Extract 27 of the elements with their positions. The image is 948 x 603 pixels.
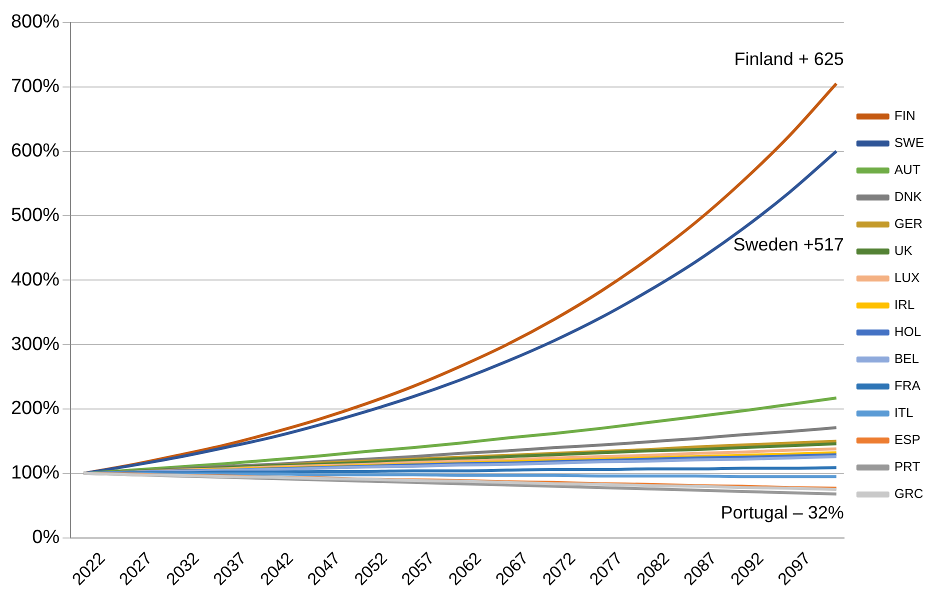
- legend-label: FRA: [894, 378, 921, 394]
- legend-label: PRT: [894, 459, 920, 474]
- y-tick-label: 300%: [10, 334, 60, 355]
- legend-label: GER: [894, 216, 923, 232]
- y-tick-label: 700%: [10, 76, 60, 98]
- y-tick-label: 800%: [10, 12, 60, 33]
- y-tick-label: 200%: [10, 398, 60, 420]
- annotation: Finland + 625: [734, 48, 844, 69]
- annotation: Portugal – 32%: [720, 502, 844, 522]
- legend-label: FIN: [894, 108, 916, 124]
- legend-label: LUX: [894, 270, 920, 286]
- annotation: Sweden +517: [733, 234, 844, 254]
- y-tick-label: 400%: [10, 269, 60, 290]
- y-tick-label: 600%: [10, 140, 60, 162]
- legend-label: IRL: [894, 297, 915, 312]
- legend-label: ESP: [894, 432, 920, 448]
- legend-label: AUT: [894, 162, 920, 178]
- legend-label: DNK: [894, 189, 922, 204]
- legend-label: GRC: [894, 486, 924, 502]
- y-tick-label: 100%: [10, 462, 60, 484]
- legend-label: ITL: [894, 405, 914, 420]
- legend-label: BEL: [894, 351, 919, 366]
- y-tick-label: 500%: [10, 204, 60, 226]
- legend-label: SWE: [894, 135, 924, 150]
- legend-label: HOL: [894, 324, 922, 340]
- legend-label: UK: [894, 243, 913, 258]
- y-tick-label: 0%: [32, 527, 60, 548]
